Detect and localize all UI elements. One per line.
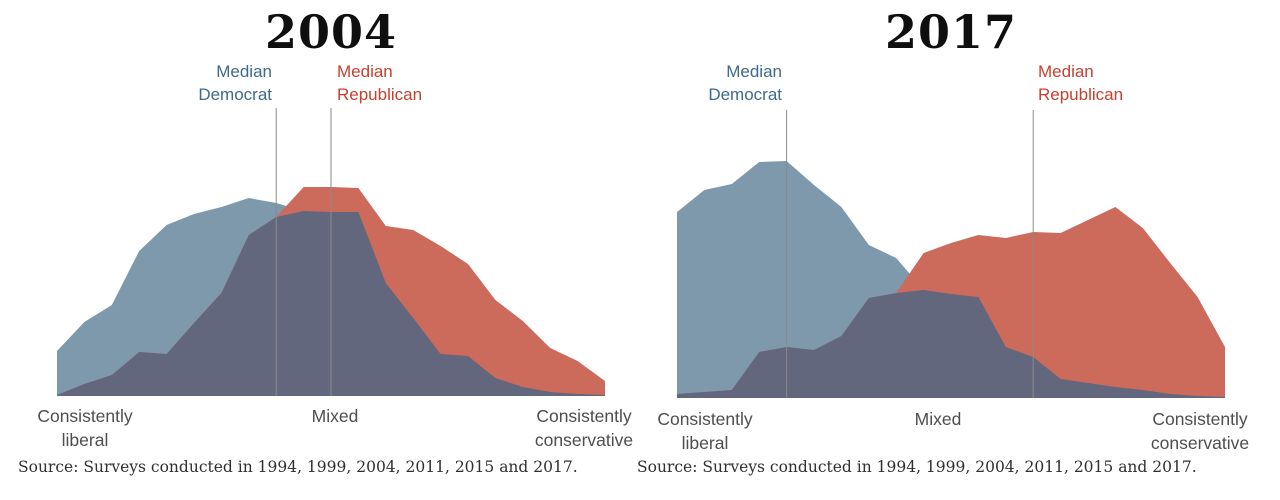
median-republican-label-2017: Median Republican <box>1038 60 1188 106</box>
source-note-2004: Source: Surveys conducted in 1994, 1999,… <box>18 458 578 476</box>
x-label-mixed-2017: Mixed <box>863 407 1013 431</box>
source-note-2017: Source: Surveys conducted in 1994, 1999,… <box>637 458 1197 476</box>
x-label-line: Mixed <box>311 406 359 426</box>
x-label-consistently-liberal-2004: Consistently liberal <box>10 404 160 452</box>
x-label-line: liberal <box>681 433 729 453</box>
x-label-line: conservative <box>534 430 634 450</box>
area-overlap-2017 <box>677 290 1225 398</box>
x-label-mixed-2004: Mixed <box>260 404 410 428</box>
x-label-line: Consistently <box>657 409 753 429</box>
x-label-line: Mixed <box>914 409 962 429</box>
median-republican-label-2004: Median Republican <box>337 60 487 106</box>
x-label-consistently-conservative-2017: Consistently conservative <box>1125 407 1275 455</box>
x-label-line: liberal <box>61 430 109 450</box>
median-republican-label-line2: Republican <box>337 85 423 104</box>
x-label-line: Consistently <box>536 406 632 426</box>
median-democrat-label-line2: Democrat <box>708 85 782 104</box>
median-democrat-label-line2: Democrat <box>198 85 272 104</box>
median-republican-label-line1: Median <box>1038 62 1094 81</box>
chart-title-2004: 2004 <box>264 5 398 59</box>
x-label-line: Consistently <box>1152 409 1248 429</box>
median-democrat-label-2004: Median Democrat <box>122 60 272 106</box>
median-republican-label-line1: Median <box>337 62 393 81</box>
x-label-line: conservative <box>1150 433 1250 453</box>
x-label-consistently-conservative-2004: Consistently conservative <box>509 404 659 452</box>
median-democrat-label-line1: Median <box>726 62 782 81</box>
area-democrat-2017 <box>677 161 1225 398</box>
median-republican-label-line2: Republican <box>1038 85 1124 104</box>
median-democrat-label-line1: Median <box>216 62 272 81</box>
chart-title-2017: 2017 <box>884 5 1018 59</box>
median-democrat-label-2017: Median Democrat <box>632 60 782 106</box>
x-label-consistently-liberal-2017: Consistently liberal <box>630 407 780 455</box>
x-label-line: Consistently <box>37 406 133 426</box>
